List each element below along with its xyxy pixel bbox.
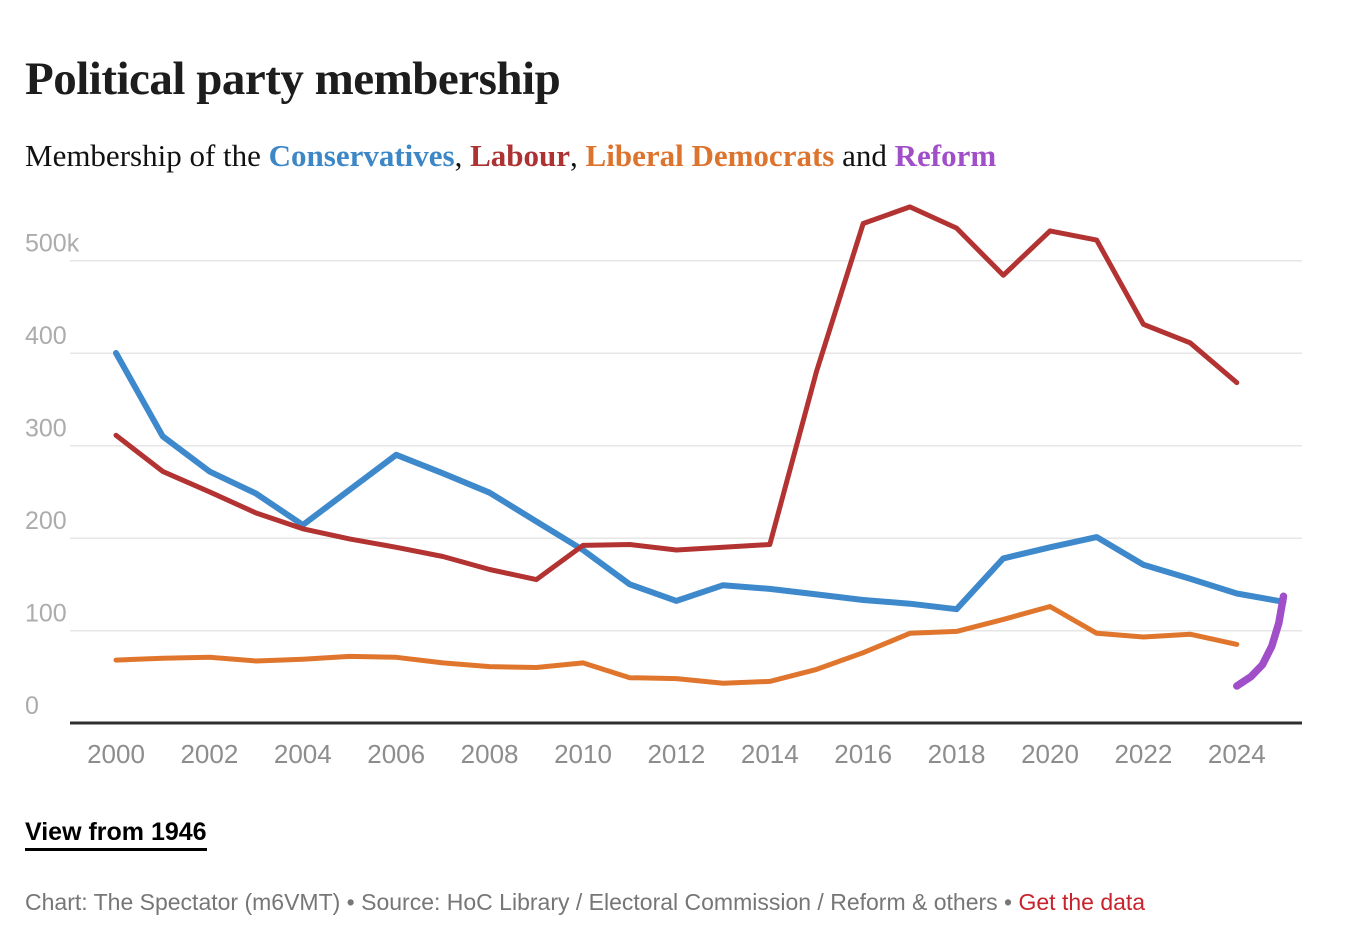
y-tick-label-100: 100 [25,600,67,628]
y-tick-label-400: 400 [25,322,67,350]
x-tick-label-2004: 2004 [274,739,332,769]
subtitle-segment-5: Liberal Democrats [585,138,835,173]
x-tick-label-2022: 2022 [1114,739,1172,769]
membership-line-chart: 500k 400 300 200 100 0 2000 2002 2004 2006 2008 201… [25,204,1302,769]
subtitle-segment-1: Conservatives [268,138,455,173]
caption-segment-0: Chart: The Spectator (m6VMT) • Source: H… [25,889,1019,915]
series-line-conservatives [113,350,1287,613]
x-tick-label-2006: 2006 [367,739,425,769]
x-tick-label-2018: 2018 [928,739,986,769]
x-tick-label-2020: 2020 [1021,739,1079,769]
view-from-1946-link[interactable]: View from 1946 [25,818,207,851]
subtitle-segment-2: , [454,138,471,173]
x-tick-label-2000: 2000 [87,739,145,769]
x-tick-label-2014: 2014 [741,739,799,769]
x-tick-label-2016: 2016 [834,739,892,769]
page-title: Political party membership [25,53,561,106]
series-line-liberal-democrats [113,604,1240,686]
x-tick-label-2010: 2010 [554,739,612,769]
subtitle-segment-7: Reform [894,138,997,173]
subtitle-segment-6: and [834,138,895,173]
series-line-labour [113,204,1240,583]
y-tick-label-500k: 500k [25,230,80,258]
x-tick-label-2012: 2012 [647,739,705,769]
x-tick-label-2024: 2024 [1208,739,1266,769]
get-the-data-link[interactable]: Get the data [1018,889,1146,915]
series-line-reform [1233,592,1288,690]
subtitle-segment-3: Labour [470,138,571,173]
subtitle-segment-4: , [570,138,586,173]
x-tick-label-2002: 2002 [180,739,238,769]
chart-subtitle: Membership of the Conservatives, Labour,… [25,137,996,174]
subtitle-segment-0: Membership of the [25,138,269,173]
y-tick-label-300: 300 [25,415,67,443]
y-tick-label-200: 200 [25,507,67,535]
x-tick-label-2008: 2008 [461,739,519,769]
y-tick-label-0: 0 [25,692,39,720]
chart-caption: Chart: The Spectator (m6VMT) • Source: H… [25,889,1145,916]
